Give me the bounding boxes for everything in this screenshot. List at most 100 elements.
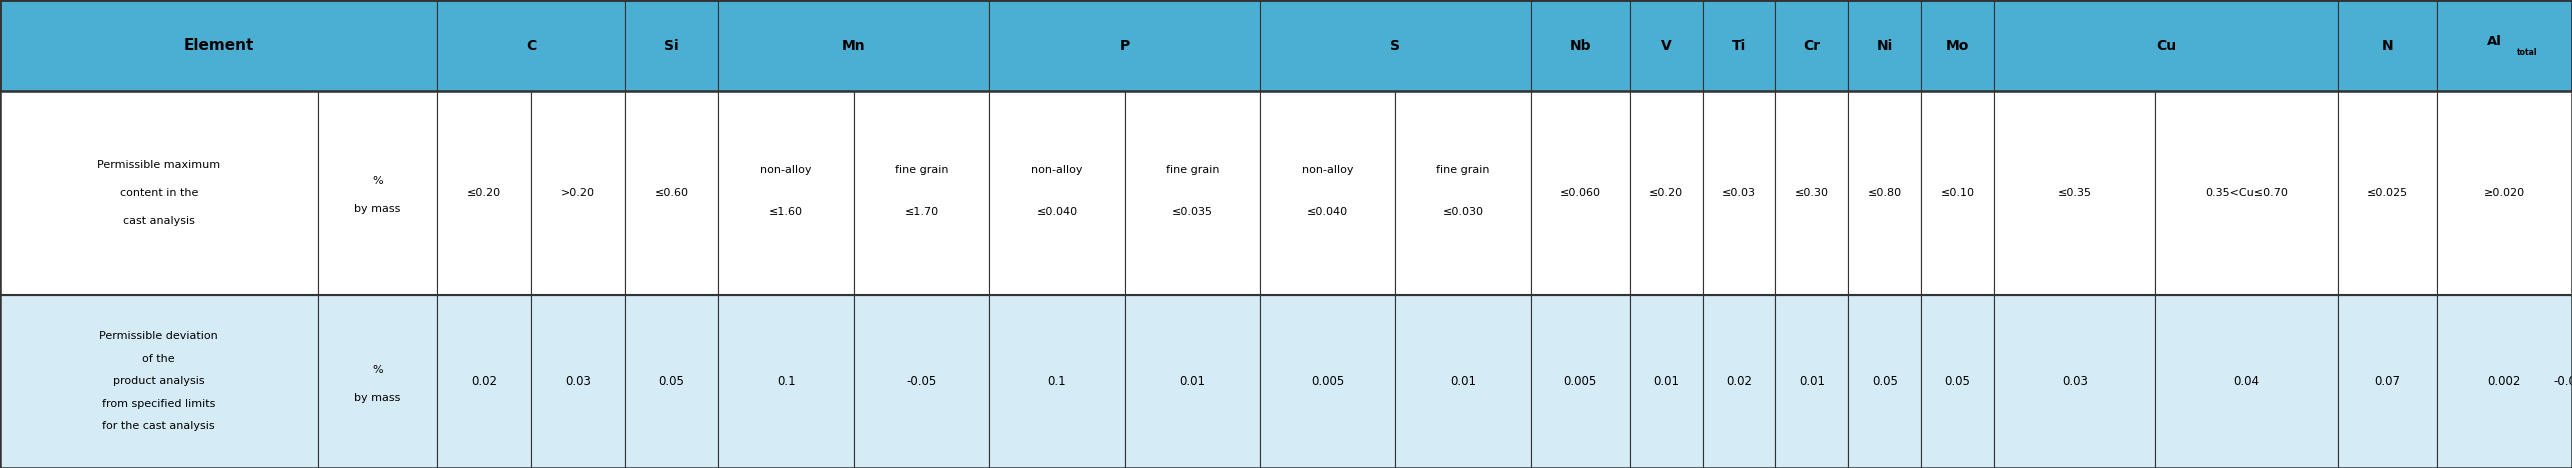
Text: content in the: content in the (121, 188, 198, 198)
Bar (718, 0, 990, 91)
Text: 0.01: 0.01 (1181, 375, 1206, 388)
Bar (1631, 295, 1703, 468)
Text: by mass: by mass (355, 393, 401, 403)
Text: for the cast analysis: for the cast analysis (103, 421, 216, 431)
Text: ≤1.60: ≤1.60 (769, 207, 802, 217)
Text: Steel: Steel (1466, 322, 1517, 352)
Bar (2155, 295, 2338, 468)
Bar (2338, 0, 2436, 91)
Bar (718, 91, 854, 295)
Text: V: V (1662, 39, 1672, 52)
Text: ≤1.70: ≤1.70 (905, 207, 939, 217)
Bar (1775, 91, 1849, 295)
Bar (437, 295, 530, 468)
Text: Permissible deviation: Permissible deviation (100, 331, 219, 342)
Text: Steel: Steel (2366, 336, 2418, 366)
Bar (0, 91, 2572, 295)
Bar (2436, 0, 2572, 91)
Text: %: % (373, 176, 383, 186)
Text: P: P (1119, 39, 1129, 52)
Bar (437, 0, 625, 91)
Bar (990, 91, 1124, 295)
Text: 0.005: 0.005 (1564, 375, 1597, 388)
Bar (530, 295, 625, 468)
Bar (316, 295, 437, 468)
Text: of the: of the (141, 354, 175, 364)
Bar (1530, 91, 1631, 295)
Text: 0.03: 0.03 (566, 375, 592, 388)
Bar (1124, 295, 1260, 468)
Text: cast analysis: cast analysis (123, 216, 195, 226)
Bar (0, 0, 2572, 91)
Text: Steel: Steel (1980, 322, 2032, 352)
Text: 0.02: 0.02 (1726, 375, 1752, 388)
Text: ≤0.035: ≤0.035 (1173, 207, 1214, 217)
Bar (1703, 91, 1775, 295)
Bar (1124, 91, 1260, 295)
Text: ≤0.040: ≤0.040 (1307, 207, 1348, 217)
Text: 0.1: 0.1 (777, 375, 795, 388)
Bar (625, 295, 718, 468)
Bar (2338, 91, 2436, 295)
Text: ≤0.35: ≤0.35 (2058, 188, 2091, 198)
Text: from specified limits: from specified limits (103, 399, 216, 409)
Bar (2436, 295, 2572, 468)
Bar (1397, 91, 1530, 295)
Bar (854, 91, 990, 295)
Bar (1993, 295, 2155, 468)
Text: Mo: Mo (1947, 39, 1970, 52)
Text: Steel: Steel (952, 322, 1003, 352)
Text: Ti: Ti (1731, 39, 1746, 52)
Text: Steel: Steel (412, 322, 463, 352)
Bar (2155, 91, 2338, 295)
Text: non-alloy: non-alloy (761, 165, 813, 175)
Text: product analysis: product analysis (113, 376, 206, 387)
Text: ≤0.030: ≤0.030 (1443, 207, 1484, 217)
Text: 0.35<Cu≤0.70: 0.35<Cu≤0.70 (2204, 188, 2289, 198)
Text: non-alloy: non-alloy (1301, 165, 1353, 175)
Bar (1260, 0, 1530, 91)
Text: fine grain: fine grain (895, 165, 949, 175)
Bar (990, 295, 1124, 468)
Text: ≤0.80: ≤0.80 (1867, 188, 1901, 198)
Bar (1631, 0, 1703, 91)
Text: ≤0.060: ≤0.060 (1559, 188, 1600, 198)
Text: by mass: by mass (355, 205, 401, 214)
Text: 0.005: 0.005 (1312, 375, 1345, 388)
Text: 0.05: 0.05 (658, 375, 684, 388)
Text: Permissible maximum: Permissible maximum (98, 160, 221, 170)
Bar (1703, 295, 1775, 468)
Text: ≥0.020: ≥0.020 (2485, 188, 2526, 198)
Bar (1703, 0, 1775, 91)
Bar (437, 91, 530, 295)
Text: Steel: Steel (1466, 182, 1517, 212)
Text: Cr: Cr (1803, 39, 1821, 52)
Bar (0, 0, 437, 91)
Bar (625, 0, 718, 91)
Bar (854, 295, 990, 468)
Text: Mn: Mn (841, 39, 867, 52)
Bar (1921, 295, 1993, 468)
Bar (0, 91, 437, 295)
Bar (1993, 0, 2338, 91)
Bar (1631, 91, 1703, 295)
Text: 0.002: 0.002 (2487, 375, 2521, 388)
Text: -0.005: -0.005 (2554, 375, 2572, 388)
Bar (1260, 295, 1397, 468)
Text: ≤0.30: ≤0.30 (1795, 188, 1829, 198)
Text: S: S (1391, 39, 1399, 52)
Text: 0.01: 0.01 (1798, 375, 1826, 388)
Bar (1397, 295, 1530, 468)
Bar (1530, 295, 1631, 468)
Bar (0, 295, 316, 468)
Bar (0, 295, 2572, 468)
Text: fine grain: fine grain (1435, 165, 1489, 175)
Text: ≤0.20: ≤0.20 (1649, 188, 1682, 198)
Text: C: C (525, 39, 535, 52)
Text: 0.04: 0.04 (2232, 375, 2261, 388)
Bar (0, 0, 2572, 91)
Text: 0.05: 0.05 (1872, 375, 1898, 388)
Text: Steel: Steel (952, 182, 1003, 212)
Text: ≤0.03: ≤0.03 (1723, 188, 1757, 198)
Text: Al: Al (2487, 36, 2503, 48)
